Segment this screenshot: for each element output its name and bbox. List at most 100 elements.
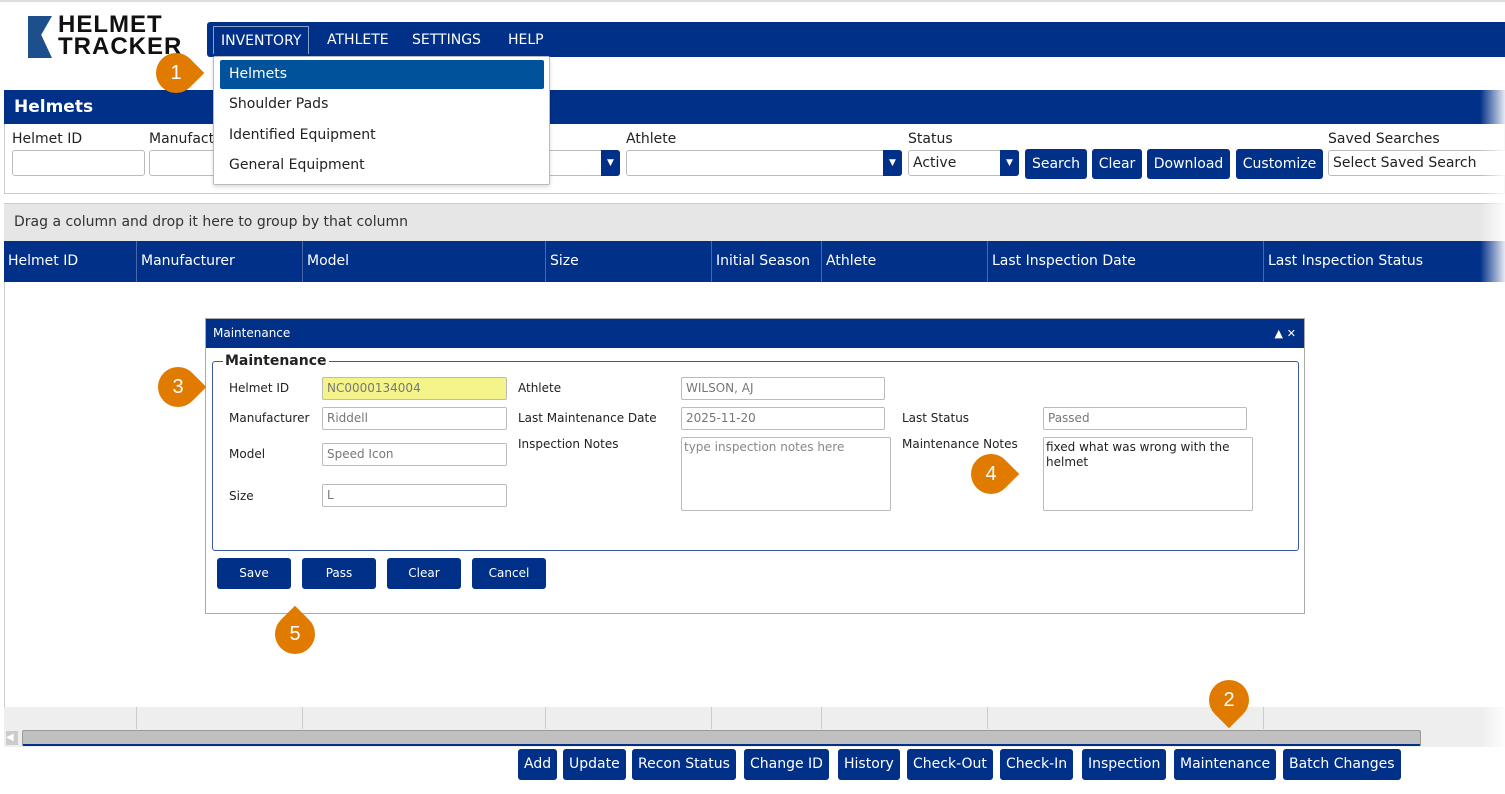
add-button[interactable]: Add	[518, 749, 558, 780]
clear-filters-button[interactable]: Clear	[1092, 149, 1142, 179]
inventory-dropdown: Helmets Shoulder Pads Identified Equipme…	[213, 56, 550, 185]
manufacturer-field[interactable]: Riddell	[322, 407, 507, 430]
footer-divider	[987, 707, 988, 729]
check-in-button[interactable]: Check-In	[1000, 749, 1074, 780]
helmet-id-label: Helmet ID	[12, 131, 83, 147]
last-maintenance-date-field[interactable]: 2025-11-20	[681, 407, 885, 430]
chevron-down-icon[interactable]: ▼	[601, 150, 620, 176]
clear-button[interactable]: Clear	[387, 558, 461, 589]
dialog-title: Maintenance	[206, 319, 1304, 348]
callout-number: 2	[1223, 689, 1235, 711]
manufacturer-input[interactable]	[149, 150, 219, 176]
helmet-id-input[interactable]	[12, 150, 145, 176]
model-label: Model	[229, 447, 266, 461]
status-label: Status	[908, 131, 953, 147]
callout-number: 3	[172, 376, 184, 398]
saved-search-select[interactable]: Select Saved Search	[1328, 150, 1505, 176]
athlete-select[interactable]	[626, 150, 902, 176]
last-status-field[interactable]: Passed	[1043, 407, 1247, 430]
maintenance-fieldset	[212, 361, 1299, 551]
edge-fade	[1480, 90, 1505, 750]
batch-changes-button[interactable]: Batch Changes	[1283, 749, 1401, 780]
grid-footer	[4, 707, 1505, 729]
download-button[interactable]: Download	[1147, 149, 1230, 179]
cancel-button[interactable]: Cancel	[472, 558, 546, 589]
saved-searches-label: Saved Searches	[1328, 131, 1440, 147]
athlete-field[interactable]: WILSON, AJ	[681, 377, 885, 400]
main-nav: INVENTORY ATHLETE SETTINGS HELP	[207, 22, 1505, 57]
callout-1: 1	[147, 44, 205, 102]
manufacturer-label: Manufacturer	[229, 411, 310, 425]
callout-2: 2	[1200, 671, 1258, 729]
maintenance-dialog: Maintenance ▲ ✕ Maintenance Helmet ID NC…	[205, 318, 1305, 614]
maintenance-button[interactable]: Maintenance	[1174, 749, 1277, 780]
callout-number: 4	[985, 463, 997, 485]
grid-header: Helmet ID Manufacturer Model Size Initia…	[4, 241, 1505, 282]
callout-number: 5	[289, 623, 301, 645]
maintenance-notes-textarea[interactable]: fixed what was wrong with the helmet	[1043, 437, 1253, 511]
footer-divider	[1263, 707, 1264, 729]
grid-body	[4, 282, 1505, 707]
footer-divider	[136, 707, 137, 729]
helmet-logo-icon	[28, 16, 52, 58]
footer-divider	[302, 707, 303, 729]
column-initial-season[interactable]: Initial Season	[711, 241, 810, 282]
fieldset-legend: Maintenance	[223, 353, 329, 369]
nav-inventory[interactable]: INVENTORY	[213, 26, 310, 54]
change-id-button[interactable]: Change ID	[744, 749, 829, 780]
logo[interactable]: HELMET TRACKER	[28, 11, 181, 60]
pass-button[interactable]: Pass	[302, 558, 376, 589]
size-field[interactable]: L	[322, 484, 507, 507]
manufacturer-label: Manufact	[149, 131, 215, 147]
recon-status-button[interactable]: Recon Status	[632, 749, 736, 780]
check-out-button[interactable]: Check-Out	[907, 749, 993, 780]
customize-button[interactable]: Customize	[1236, 149, 1323, 179]
logo-text-line1: HELMET	[58, 11, 163, 38]
column-model[interactable]: Model	[302, 241, 349, 282]
search-button[interactable]: Search	[1025, 149, 1087, 179]
scrollbar-thumb[interactable]	[22, 730, 1421, 746]
inspection-notes-textarea[interactable]: type inspection notes here	[681, 437, 891, 511]
footer-divider	[711, 707, 712, 729]
model-field[interactable]: Speed Icon	[322, 443, 507, 466]
nav-athlete[interactable]: ATHLETE	[327, 32, 389, 48]
menu-item-identified-equipment[interactable]: Identified Equipment	[229, 127, 376, 143]
history-button[interactable]: History	[838, 749, 900, 780]
helmet-id-label: Helmet ID	[229, 381, 290, 395]
top-border	[0, 0, 1505, 2]
callout-5: 5	[266, 605, 324, 663]
column-size[interactable]: Size	[545, 241, 579, 282]
group-by-bar[interactable]: Drag a column and drop it here to group …	[4, 203, 1505, 241]
collapse-icon[interactable]: ▲	[1274, 327, 1283, 340]
save-button[interactable]: Save	[217, 558, 291, 589]
maintenance-notes-label: Maintenance Notes	[902, 437, 1018, 451]
callout-number: 1	[170, 62, 182, 84]
update-button[interactable]: Update	[563, 749, 626, 780]
chevron-down-icon[interactable]: ▼	[1000, 150, 1019, 176]
menu-item-general-equipment[interactable]: General Equipment	[229, 157, 365, 173]
column-athlete[interactable]: Athlete	[821, 241, 876, 282]
scroll-left-icon[interactable]: ◀	[6, 731, 18, 745]
inspection-button[interactable]: Inspection	[1082, 749, 1167, 780]
column-helmet-id[interactable]: Helmet ID	[8, 253, 79, 269]
menu-item-shoulder-pads[interactable]: Shoulder Pads	[229, 96, 329, 112]
athlete-label: Athlete	[626, 131, 677, 147]
footer-divider	[821, 707, 822, 729]
logo-text-line2: TRACKER	[58, 33, 183, 60]
menu-item-helmets[interactable]: Helmets	[220, 60, 544, 89]
column-last-inspection-status[interactable]: Last Inspection Status	[1263, 241, 1423, 282]
column-last-inspection-date[interactable]: Last Inspection Date	[987, 241, 1136, 282]
close-icon[interactable]: ✕	[1286, 327, 1296, 340]
column-manufacturer[interactable]: Manufacturer	[136, 241, 235, 282]
footer-divider	[545, 707, 546, 729]
chevron-down-icon[interactable]: ▼	[883, 150, 902, 176]
callout-4: 4	[962, 445, 1020, 503]
size-label: Size	[229, 489, 254, 503]
callout-3: 3	[149, 358, 207, 416]
athlete-label: Athlete	[518, 381, 562, 395]
nav-help[interactable]: HELP	[508, 32, 544, 48]
last-status-label: Last Status	[902, 411, 970, 425]
inspection-notes-label: Inspection Notes	[518, 437, 619, 451]
helmet-id-field[interactable]: NC0000134004	[322, 377, 507, 400]
nav-settings[interactable]: SETTINGS	[412, 32, 481, 48]
